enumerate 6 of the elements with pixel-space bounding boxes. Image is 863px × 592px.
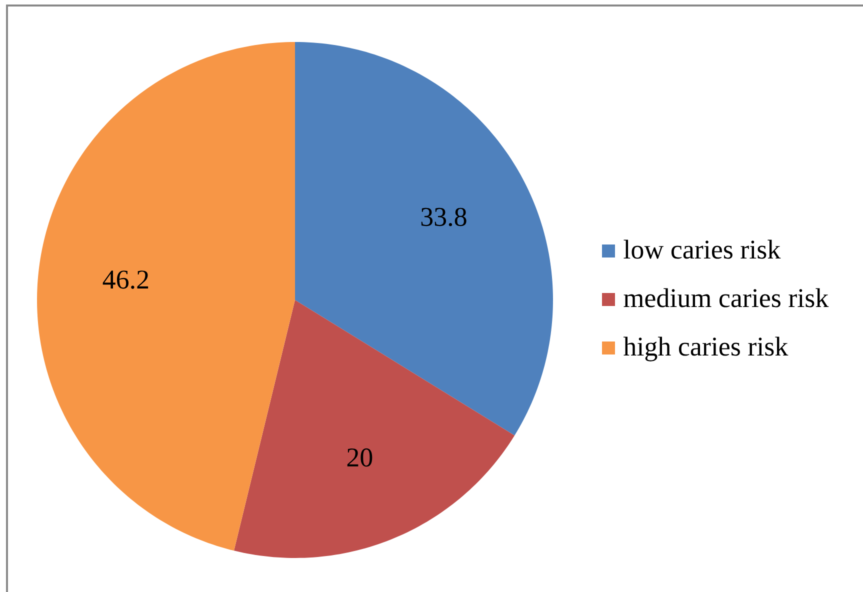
legend-label: medium caries risk: [624, 288, 829, 308]
data-label: 33.8: [421, 208, 466, 226]
data-label: 20: [347, 448, 372, 467]
legend-label: low caries risk: [624, 240, 781, 259]
data-label: 46.2: [102, 270, 148, 289]
legend-label: high caries risk: [623, 336, 788, 362]
